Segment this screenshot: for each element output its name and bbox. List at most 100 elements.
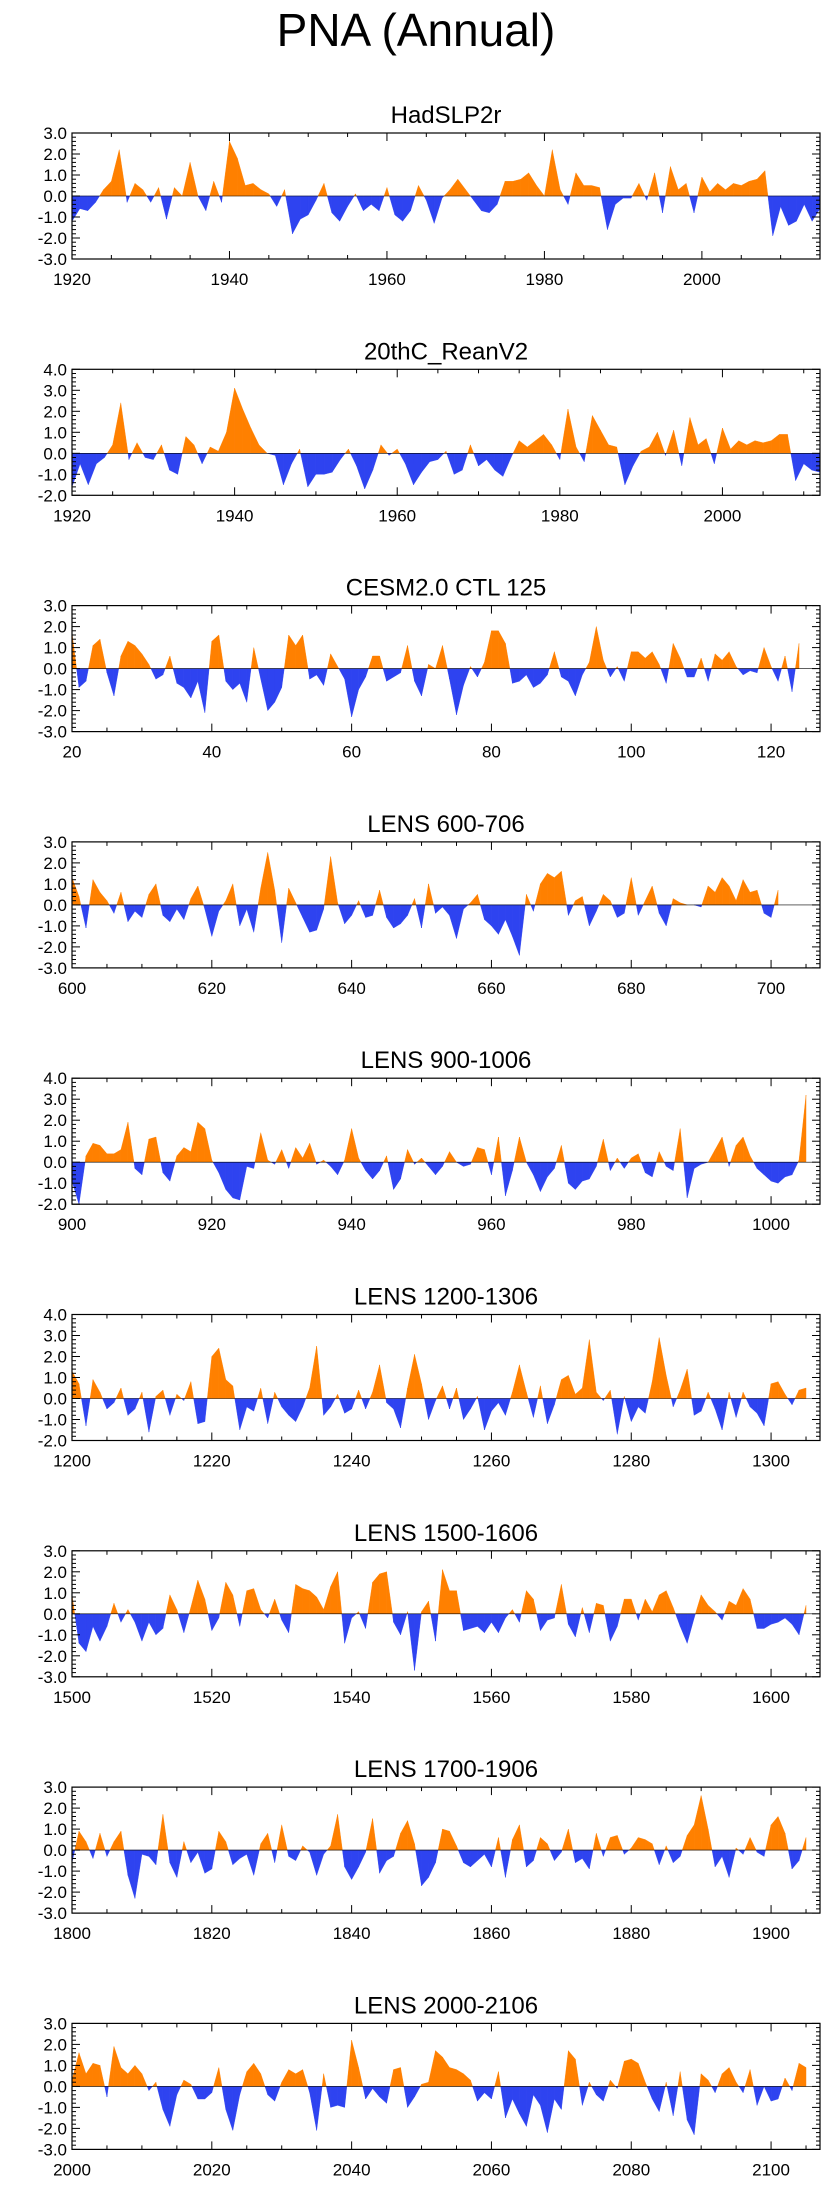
y-tick-label: 4.0 bbox=[43, 1069, 67, 1088]
negative-anomaly-area bbox=[393, 1398, 401, 1428]
negative-anomaly-area bbox=[662, 195, 666, 213]
positive-anomaly-area bbox=[355, 1611, 359, 1614]
negative-anomaly-area bbox=[498, 1398, 506, 1417]
negative-anomaly-area bbox=[177, 453, 183, 475]
negative-anomaly-area bbox=[689, 195, 695, 213]
positive-anomaly-area bbox=[295, 634, 303, 669]
positive-anomaly-area bbox=[498, 1136, 502, 1163]
y-tick-label: 0.0 bbox=[43, 1153, 67, 1172]
negative-anomaly-area bbox=[763, 1849, 766, 1857]
negative-anomaly-area bbox=[470, 195, 474, 201]
positive-anomaly-area bbox=[131, 442, 138, 454]
positive-anomaly-area bbox=[188, 898, 192, 906]
y-tick-label: 3.0 bbox=[43, 124, 67, 143]
negative-anomaly-area bbox=[519, 1613, 522, 1623]
positive-anomaly-area bbox=[319, 1159, 324, 1163]
positive-anomaly-area bbox=[652, 1843, 655, 1851]
negative-anomaly-area bbox=[379, 1162, 384, 1171]
negative-anomaly-area bbox=[463, 1162, 471, 1167]
positive-anomaly-area bbox=[428, 883, 434, 906]
positive-anomaly-area bbox=[316, 1345, 323, 1399]
positive-anomaly-area bbox=[744, 2069, 751, 2087]
x-tick-label: 1840 bbox=[333, 1924, 371, 1943]
negative-anomaly-area bbox=[566, 1613, 569, 1625]
positive-anomaly-area bbox=[323, 183, 328, 197]
negative-anomaly-area bbox=[104, 2086, 108, 2097]
positive-anomaly-area bbox=[659, 1151, 665, 1163]
positive-anomaly-area bbox=[369, 1392, 373, 1399]
positive-anomaly-area bbox=[784, 2077, 791, 2087]
positive-anomaly-area bbox=[358, 1611, 360, 1614]
negative-anomaly-area bbox=[491, 1162, 495, 1175]
positive-anomaly-area bbox=[512, 440, 520, 454]
positive-anomaly-area bbox=[267, 1159, 272, 1163]
y-tick-label: 4.0 bbox=[43, 1306, 67, 1325]
positive-anomaly-area bbox=[631, 1599, 637, 1614]
positive-anomaly-area bbox=[176, 1393, 183, 1399]
negative-anomaly-area bbox=[663, 1162, 667, 1167]
negative-anomaly-area bbox=[673, 1398, 677, 1407]
negative-anomaly-area bbox=[737, 668, 744, 676]
negative-anomaly-area bbox=[589, 904, 597, 926]
negative-anomaly-area bbox=[212, 1162, 219, 1174]
negative-anomaly-area bbox=[207, 1613, 213, 1631]
negative-anomaly-area bbox=[169, 1162, 176, 1182]
positive-anomaly-area bbox=[513, 1136, 520, 1163]
negative-anomaly-area bbox=[686, 668, 695, 678]
positive-anomaly-area bbox=[162, 1390, 166, 1399]
x-tick-label: 980 bbox=[617, 1215, 645, 1234]
positive-anomaly-area bbox=[155, 1389, 164, 1399]
positive-anomaly-area bbox=[498, 1837, 501, 1851]
positive-anomaly-area bbox=[652, 885, 658, 906]
negative-anomaly-area bbox=[656, 904, 660, 914]
negative-anomaly-area bbox=[340, 453, 346, 461]
negative-anomaly-area bbox=[351, 1849, 359, 1881]
negative-anomaly-area bbox=[113, 1398, 117, 1403]
negative-anomaly-area bbox=[277, 1398, 282, 1407]
negative-anomaly-area bbox=[533, 1849, 537, 1861]
positive-anomaly-area bbox=[162, 1814, 169, 1851]
negative-anomaly-area bbox=[767, 195, 773, 236]
positive-anomaly-area bbox=[742, 878, 751, 906]
positive-anomaly-area bbox=[136, 442, 144, 454]
negative-anomaly-area bbox=[795, 453, 804, 481]
y-tick-label: 1.0 bbox=[43, 1820, 67, 1839]
negative-anomaly-area bbox=[607, 195, 616, 230]
negative-anomaly-area bbox=[92, 1849, 96, 1859]
positive-anomaly-area bbox=[442, 1828, 450, 1851]
negative-anomaly-area bbox=[473, 195, 482, 212]
negative-anomaly-area bbox=[307, 453, 317, 488]
negative-anomaly-area bbox=[169, 1398, 176, 1416]
positive-anomaly-area bbox=[547, 1843, 551, 1851]
negative-anomaly-area bbox=[526, 2086, 534, 2127]
positive-anomaly-area bbox=[582, 896, 585, 906]
positive-anomaly-area bbox=[610, 1835, 618, 1851]
negative-anomaly-area bbox=[530, 904, 534, 912]
positive-anomaly-area bbox=[742, 1587, 751, 1614]
x-tick-label: 660 bbox=[477, 979, 505, 998]
negative-anomaly-area bbox=[624, 453, 634, 485]
negative-anomaly-area bbox=[567, 195, 571, 205]
positive-anomaly-area bbox=[428, 2050, 436, 2087]
negative-anomaly-area bbox=[376, 1849, 380, 1874]
positive-anomaly-area bbox=[484, 630, 492, 669]
positive-anomaly-area bbox=[491, 630, 499, 669]
positive-anomaly-area bbox=[510, 1839, 513, 1851]
positive-anomaly-area bbox=[372, 655, 380, 669]
negative-anomaly-area bbox=[134, 1849, 143, 1899]
positive-anomaly-area bbox=[536, 1837, 541, 1851]
positive-anomaly-area bbox=[714, 1136, 723, 1163]
negative-anomaly-area bbox=[742, 2086, 746, 2093]
negative-anomaly-area bbox=[176, 668, 185, 688]
positive-anomaly-area bbox=[722, 428, 731, 454]
negative-anomaly-area bbox=[330, 1162, 338, 1176]
positive-anomaly-area bbox=[666, 1845, 669, 1851]
negative-anomaly-area bbox=[460, 1613, 464, 1631]
negative-anomaly-area bbox=[246, 1849, 254, 1876]
positive-anomaly-area bbox=[519, 1824, 524, 1851]
negative-anomaly-area bbox=[197, 668, 206, 713]
positive-anomaly-area bbox=[181, 162, 191, 197]
negative-anomaly-area bbox=[414, 2086, 421, 2098]
positive-anomaly-area bbox=[145, 894, 150, 906]
positive-anomaly-area bbox=[567, 409, 577, 454]
